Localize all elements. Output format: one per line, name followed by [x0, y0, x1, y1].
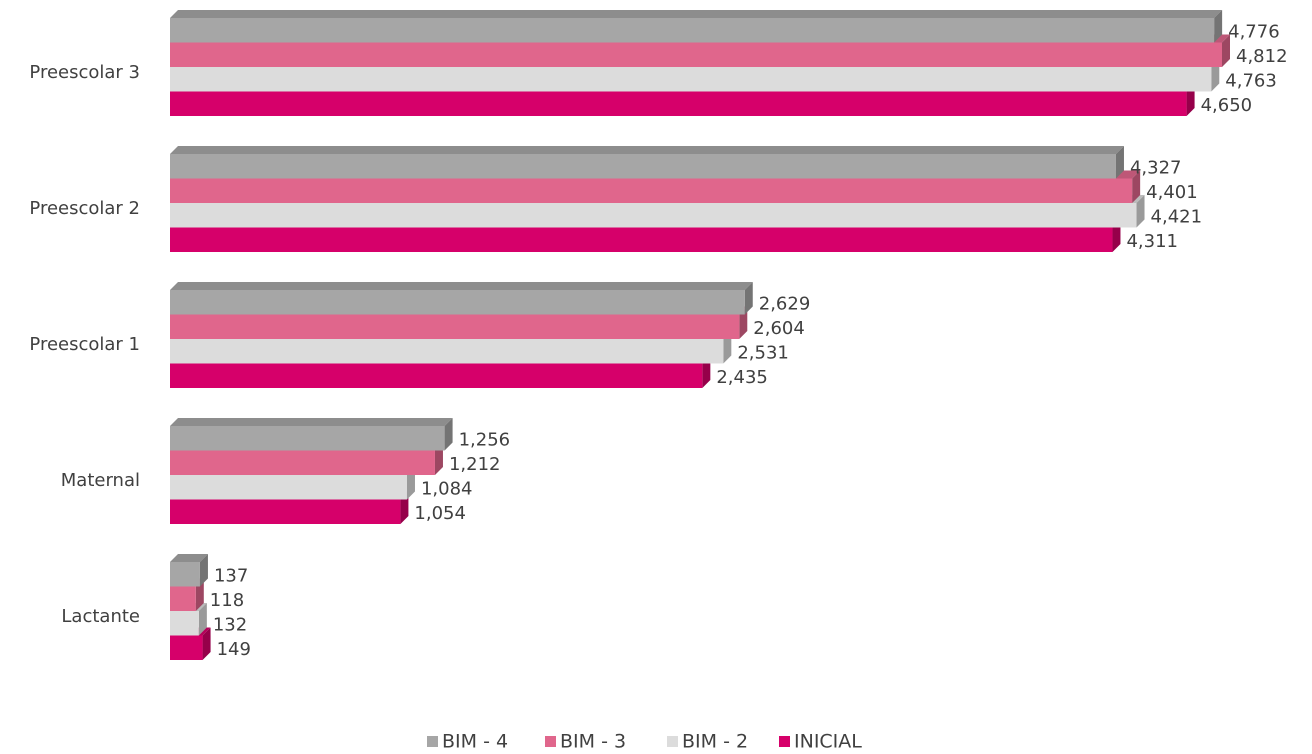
bar-front: [170, 586, 196, 611]
value-label: 2,531: [737, 342, 789, 363]
bar-front: [170, 314, 740, 339]
bar-front: [170, 227, 1113, 252]
bar-top: [170, 418, 453, 426]
value-label: 2,435: [716, 367, 768, 388]
value-label: 4,776: [1228, 21, 1280, 42]
bar-front: [170, 203, 1137, 228]
bar-top: [170, 282, 753, 290]
bar-front: [170, 339, 724, 364]
bar-front: [170, 178, 1133, 203]
value-label: 2,604: [753, 318, 805, 339]
bar-side: [195, 578, 204, 611]
bar: [170, 418, 453, 451]
value-label: 118: [210, 590, 244, 611]
bar-side: [1222, 34, 1230, 67]
bar-front: [170, 475, 407, 500]
value-label: 1,054: [414, 503, 466, 524]
bar-front: [170, 611, 199, 636]
bar-front: [170, 67, 1212, 92]
value-label: 4,401: [1146, 182, 1198, 203]
value-label: 2,629: [759, 293, 811, 314]
bar: [170, 10, 1223, 43]
bar: [170, 282, 753, 315]
bar-side: [444, 418, 453, 451]
bar-side: [702, 355, 711, 388]
bar-side: [1186, 83, 1195, 116]
bar-side: [406, 467, 415, 500]
bar-side: [739, 306, 748, 339]
category-label: Preescolar 3: [29, 62, 140, 83]
legend-label: INICIAL: [794, 731, 862, 753]
value-label: 132: [213, 614, 247, 635]
bar: [170, 146, 1124, 179]
bar-side: [1112, 219, 1121, 252]
bar-front: [170, 635, 203, 660]
bar-top: [170, 10, 1223, 18]
value-label: 4,650: [1201, 95, 1253, 116]
bar-front: [170, 562, 200, 587]
legend-swatch: [779, 736, 790, 747]
value-label: 4,311: [1126, 231, 1178, 252]
bar-front: [170, 91, 1187, 116]
bar-front: [170, 18, 1215, 43]
bar: [170, 442, 443, 475]
bar-front: [170, 426, 445, 451]
category-label: Maternal: [61, 470, 140, 491]
bar: [170, 554, 208, 587]
category-label: Lactante: [61, 606, 140, 627]
bar-side: [1132, 170, 1141, 203]
legend-label: BIM - 3: [560, 731, 626, 753]
category-label: Preescolar 1: [29, 334, 140, 355]
value-label: 1,084: [421, 478, 473, 499]
value-label: 149: [217, 639, 251, 660]
bar-front: [170, 154, 1116, 179]
value-label: 1,212: [449, 454, 501, 475]
value-label: 4,763: [1225, 70, 1277, 91]
value-label: 4,421: [1151, 206, 1203, 227]
bar-side: [1211, 59, 1220, 92]
bar-side: [1115, 146, 1124, 179]
bar-side: [198, 603, 207, 636]
legend-swatch: [667, 736, 678, 747]
bar-front: [170, 450, 435, 475]
bar-side: [744, 282, 753, 315]
value-label: 1,256: [459, 429, 511, 450]
value-label: 4,812: [1236, 46, 1288, 67]
bar-side: [199, 554, 208, 587]
bar-top: [170, 146, 1124, 154]
bar-side: [202, 627, 211, 660]
bar-front: [170, 363, 703, 388]
bar-front: [170, 42, 1222, 67]
bar-side: [1214, 10, 1223, 43]
value-label: 4,327: [1130, 157, 1182, 178]
bar-front: [170, 499, 401, 524]
legend-label: BIM - 2: [682, 731, 748, 753]
category-label: Preescolar 2: [29, 198, 140, 219]
bar-side: [400, 491, 409, 524]
value-label: 137: [214, 565, 248, 586]
bar-front: [170, 290, 745, 315]
bar-top: [170, 554, 208, 562]
legend-swatch: [427, 736, 438, 747]
bar-side: [723, 331, 732, 364]
legend-label: BIM - 4: [442, 731, 508, 753]
legend-swatch: [545, 736, 556, 747]
bar-side: [1136, 195, 1145, 228]
bar-side: [434, 442, 443, 475]
